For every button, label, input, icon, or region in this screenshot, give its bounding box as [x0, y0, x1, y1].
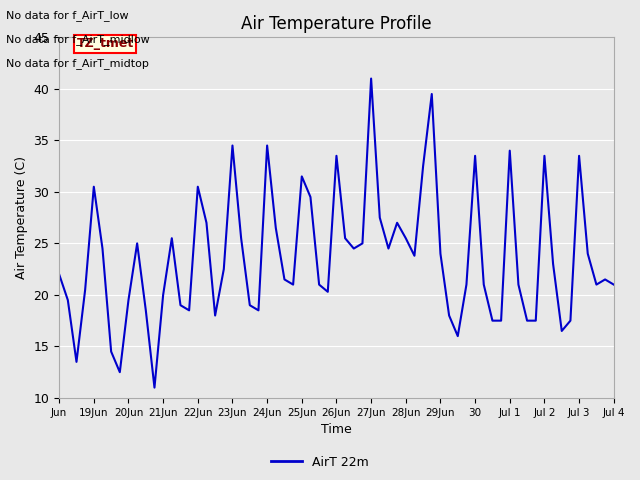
Y-axis label: Air Temperature (C): Air Temperature (C)	[15, 156, 28, 279]
Text: No data for f_AirT_midtop: No data for f_AirT_midtop	[6, 58, 149, 69]
Legend: AirT 22m: AirT 22m	[266, 451, 374, 474]
Text: No data for f_AirT_low: No data for f_AirT_low	[6, 10, 129, 21]
Title: Air Temperature Profile: Air Temperature Profile	[241, 15, 432, 33]
Text: TZ_tmet: TZ_tmet	[77, 37, 134, 50]
Text: No data for f_AirT_midlow: No data for f_AirT_midlow	[6, 34, 150, 45]
X-axis label: Time: Time	[321, 423, 352, 436]
